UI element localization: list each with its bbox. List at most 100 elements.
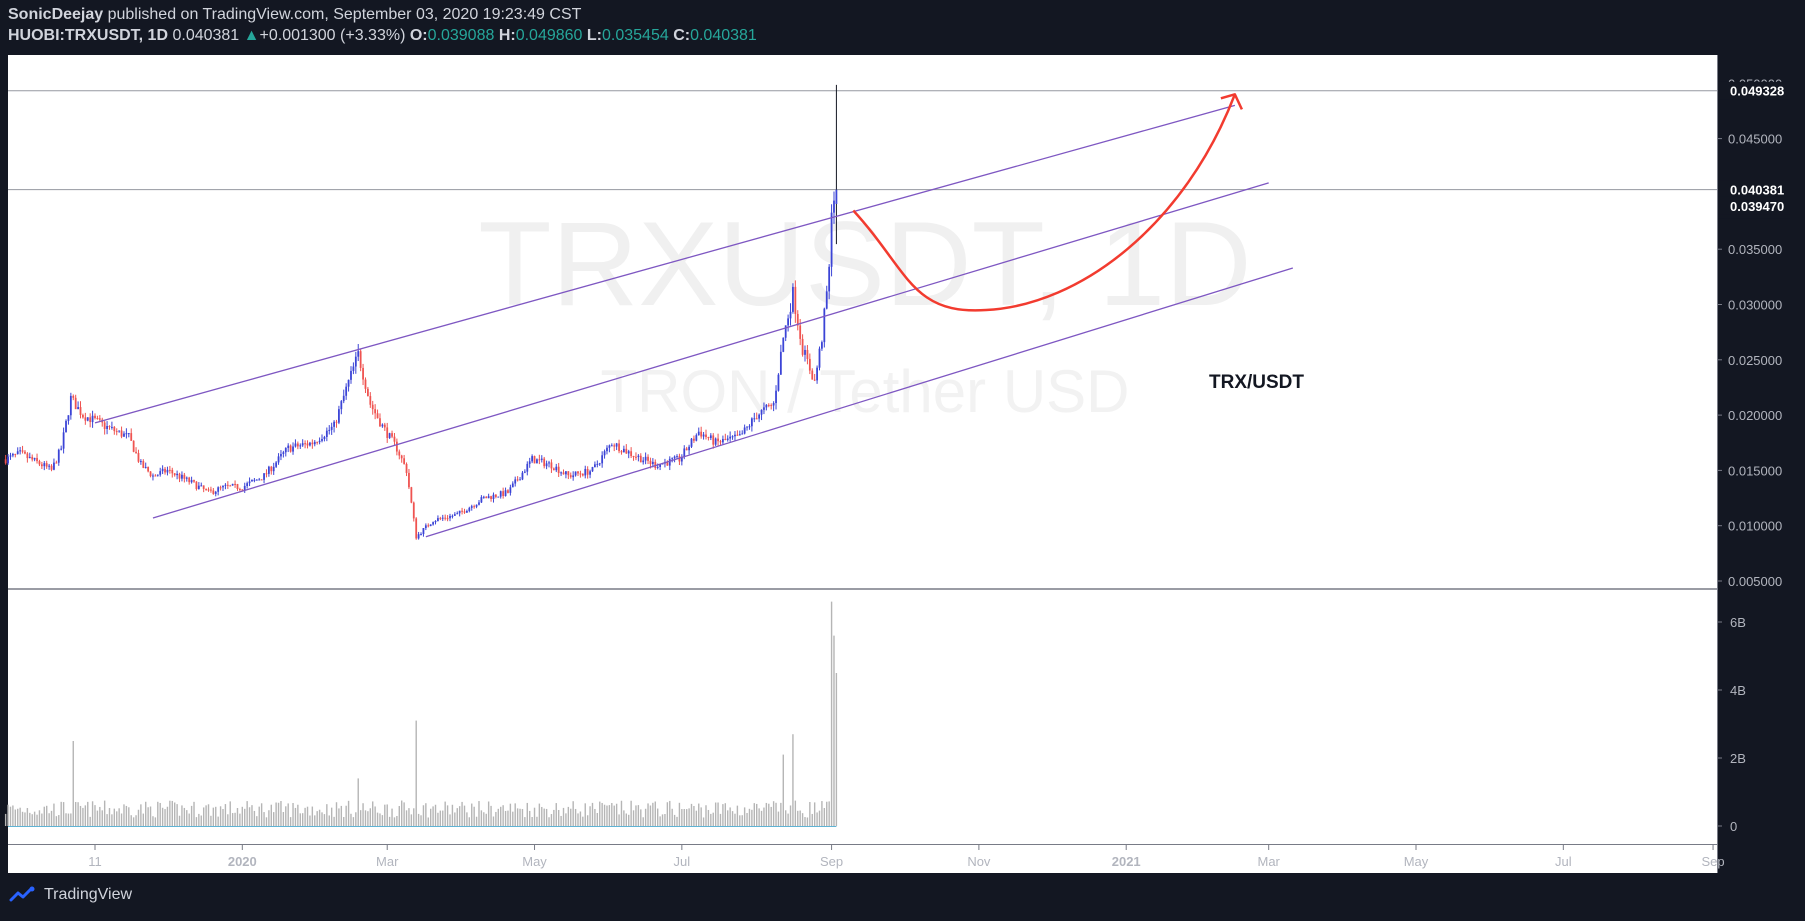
candle-body bbox=[714, 438, 717, 445]
candle-body bbox=[330, 426, 333, 430]
candle-body bbox=[794, 286, 797, 314]
candle-body bbox=[683, 448, 686, 457]
annotation-text[interactable]: TRX/USDT bbox=[1209, 372, 1304, 393]
time-tick-label: Nov bbox=[967, 854, 991, 869]
candle-body bbox=[210, 489, 212, 491]
candle-body bbox=[185, 477, 188, 479]
high-label: H: bbox=[498, 27, 516, 44]
price-tag-last-box bbox=[1718, 180, 1790, 199]
candle-body bbox=[263, 473, 265, 480]
candle-body bbox=[767, 404, 770, 406]
candle-body bbox=[79, 407, 82, 415]
candle-body bbox=[127, 433, 130, 435]
candle-body bbox=[627, 451, 630, 454]
candle-body bbox=[376, 413, 379, 419]
open-label: O: bbox=[409, 27, 428, 44]
price-tick-label: 0.005000 bbox=[1728, 574, 1782, 589]
projection-arrowhead bbox=[1220, 93, 1244, 110]
candle-body bbox=[171, 469, 174, 474]
candle-body bbox=[139, 461, 142, 463]
symbol-label[interactable]: HUOBI:TRXUSDT, 1D bbox=[8, 27, 169, 44]
candle-body bbox=[96, 418, 99, 420]
candle-body bbox=[574, 471, 577, 476]
candle-body bbox=[248, 481, 251, 484]
candle-body bbox=[552, 468, 555, 471]
candle-body bbox=[789, 311, 792, 319]
candle-body bbox=[234, 483, 236, 485]
candle-body bbox=[258, 479, 261, 481]
candle-body bbox=[521, 472, 524, 480]
publish-info: SonicDeejay published on TradingView.com… bbox=[8, 4, 757, 25]
candle-body bbox=[480, 497, 483, 503]
candle-body bbox=[130, 433, 133, 441]
candle-body bbox=[395, 441, 398, 452]
candle-body bbox=[540, 458, 543, 460]
candle-body bbox=[509, 487, 512, 493]
candle-body bbox=[62, 432, 65, 449]
candle-body bbox=[33, 457, 36, 460]
candle-body bbox=[422, 528, 425, 535]
candle-body bbox=[173, 473, 176, 476]
candle-body bbox=[717, 438, 719, 442]
candle-body bbox=[429, 524, 432, 527]
price-axis[interactable]: 0.005000 0.010000 0.015000 0.020000 0.025000… bbox=[1717, 76, 1782, 589]
channel-lines[interactable] bbox=[94, 104, 1294, 538]
candle-body bbox=[543, 458, 546, 467]
candle-body bbox=[318, 440, 321, 443]
candle-body bbox=[359, 351, 362, 368]
candle-body bbox=[659, 464, 662, 467]
projection-arrow[interactable] bbox=[852, 93, 1244, 312]
candle-body bbox=[705, 434, 707, 438]
candle-body bbox=[94, 415, 96, 419]
candle-body bbox=[296, 443, 299, 447]
time-tick-label: 11 bbox=[88, 854, 102, 869]
candle-body bbox=[67, 415, 70, 421]
candle-body bbox=[823, 308, 826, 343]
candle-body bbox=[193, 480, 195, 482]
brand-name[interactable]: TradingView bbox=[44, 886, 133, 903]
candle-body bbox=[545, 463, 548, 467]
candle-body bbox=[176, 473, 179, 476]
candle-body bbox=[492, 494, 495, 499]
candle-body bbox=[212, 490, 215, 494]
projection-curve bbox=[852, 93, 1237, 312]
candle-body bbox=[115, 431, 118, 433]
candle-body bbox=[620, 451, 623, 453]
candle-body bbox=[833, 200, 835, 213]
candle-body bbox=[637, 455, 640, 458]
candle-body bbox=[804, 349, 806, 355]
time-tick-label: Jul bbox=[674, 854, 691, 869]
candle-body bbox=[828, 266, 831, 292]
candle-body bbox=[338, 409, 340, 423]
candle-body bbox=[14, 454, 17, 456]
volume-tick-label: 4B bbox=[1730, 683, 1746, 698]
price-tag-last: 0.040381 bbox=[1730, 183, 1784, 198]
candle-body bbox=[40, 464, 43, 467]
candle-body bbox=[168, 469, 171, 471]
candle-body bbox=[654, 461, 657, 468]
candle-body bbox=[379, 418, 381, 427]
candle-body bbox=[357, 351, 360, 357]
author-name[interactable]: SonicDeejay bbox=[8, 6, 104, 23]
time-axis[interactable]: 11 2020 Mar May Jul Sep Nov 2021 Mar May Jul Sep bbox=[88, 845, 1725, 869]
candle-body bbox=[159, 471, 162, 475]
candle-body bbox=[328, 429, 331, 431]
footer: TradingView bbox=[8, 885, 132, 905]
watermark-symbol: TRXUSDT, 1D bbox=[478, 197, 1251, 331]
candle-body bbox=[494, 494, 497, 497]
candle-body bbox=[200, 485, 203, 487]
candle-body bbox=[572, 475, 575, 478]
candle-body bbox=[231, 483, 234, 486]
volume-axis[interactable]: 0 2B 4B 6B bbox=[1717, 615, 1746, 834]
candle-body bbox=[758, 414, 761, 419]
candle-body bbox=[350, 370, 352, 380]
candle-body bbox=[712, 435, 715, 445]
candle-body bbox=[226, 484, 229, 486]
horizontal-lines[interactable] bbox=[8, 90, 1717, 191]
candle-body bbox=[816, 367, 818, 381]
candle-body bbox=[207, 489, 210, 491]
candle-body bbox=[642, 460, 645, 463]
candle-body bbox=[289, 445, 292, 452]
